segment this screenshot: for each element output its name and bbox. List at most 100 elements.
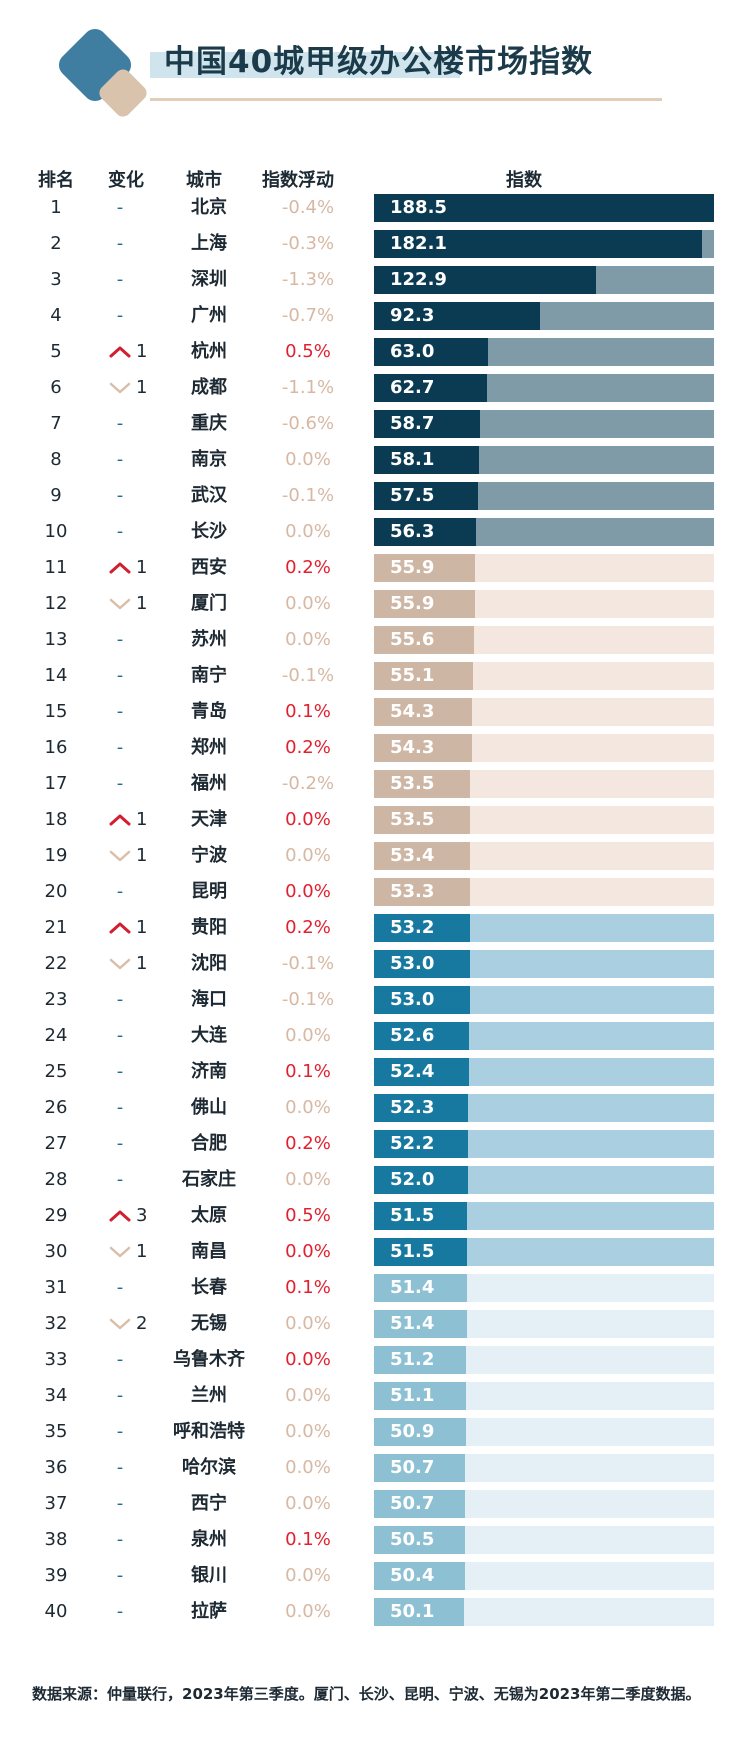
rank-number: 9 (50, 485, 62, 506)
index-float: 0.1% (285, 1529, 331, 1550)
bar (374, 662, 473, 690)
city-name: 上海 (191, 233, 227, 254)
rank-number: 1 (50, 197, 62, 218)
bar-value-label: 55.1 (390, 665, 435, 686)
bar (374, 1310, 467, 1338)
index-float: 0.0% (285, 1097, 331, 1118)
bar (374, 482, 478, 510)
index-float: 0.5% (285, 341, 331, 362)
bar-value-label: 55.9 (390, 557, 435, 578)
bar (374, 446, 479, 474)
rank-change: - (106, 1564, 166, 1588)
rank-number: 13 (44, 629, 68, 650)
index-float: 0.2% (285, 1133, 331, 1154)
city-name: 海口 (191, 989, 227, 1010)
bar-value-label: 55.9 (390, 593, 435, 614)
rank-change: - (106, 1024, 166, 1048)
bar-value-label: 50.7 (390, 1457, 435, 1478)
bar-value-label: 56.3 (390, 521, 435, 542)
index-float: -0.1% (281, 953, 335, 974)
rank-number: 6 (50, 377, 62, 398)
bar (374, 1598, 464, 1626)
bar-value-label: 53.5 (390, 809, 435, 830)
bar-value-label: 51.5 (390, 1205, 435, 1226)
bar (374, 410, 480, 438)
rank-change-value: 1 (136, 557, 148, 578)
bar-value-label: 54.3 (390, 701, 435, 722)
rank-change-dash: - (116, 1169, 124, 1190)
city-name: 石家庄 (182, 1169, 236, 1190)
rank-change-dash: - (116, 1529, 124, 1550)
city-name: 天津 (191, 809, 227, 830)
city-name: 哈尔滨 (182, 1457, 236, 1478)
bar-value-label: 188.5 (390, 197, 447, 218)
rank-change: - (106, 880, 166, 904)
city-name: 郑州 (191, 737, 227, 758)
rank-number: 22 (44, 953, 68, 974)
rank-number: 19 (44, 845, 68, 866)
bar (374, 1130, 468, 1158)
bar-value-label: 51.4 (390, 1277, 435, 1298)
city-name: 贵阳 (191, 917, 227, 938)
rank-change: - (106, 628, 166, 652)
rank-number: 3 (50, 269, 62, 290)
rank-number: 34 (44, 1385, 68, 1406)
bar (374, 1094, 468, 1122)
bar (374, 230, 702, 258)
index-float: 0.0% (285, 629, 331, 650)
index-float: 0.5% (285, 1205, 331, 1226)
bar (374, 518, 476, 546)
rank-change-dash: - (116, 1565, 124, 1586)
city-name: 重庆 (191, 413, 227, 434)
rank-change: - (106, 772, 166, 796)
rank-change-dash: - (116, 521, 124, 542)
city-name: 大连 (191, 1025, 227, 1046)
rank-change: 2 (106, 1312, 166, 1336)
city-name: 西安 (191, 557, 227, 578)
index-float: 0.0% (285, 1493, 331, 1514)
header-city: 城市 (186, 170, 222, 191)
rank-change-value: 1 (136, 341, 148, 362)
rank-change-value: 2 (136, 1313, 148, 1334)
city-name: 杭州 (191, 341, 227, 362)
bar (374, 770, 470, 798)
rank-change-dash: - (116, 1601, 124, 1622)
bar (374, 1526, 465, 1554)
bar-value-label: 57.5 (390, 485, 435, 506)
rank-change: 1 (106, 556, 166, 580)
bar (374, 1022, 469, 1050)
bar-value-label: 55.6 (390, 629, 435, 650)
index-float: 0.0% (285, 1349, 331, 1370)
city-name: 厦门 (191, 593, 227, 614)
city-name: 合肥 (191, 1133, 227, 1154)
city-name: 青岛 (191, 701, 227, 722)
bar (374, 590, 475, 618)
city-name: 西宁 (191, 1493, 227, 1514)
index-float: -1.1% (281, 377, 335, 398)
index-float: 0.0% (285, 1385, 331, 1406)
rank-change: - (106, 412, 166, 436)
rank-number: 2 (50, 233, 62, 254)
index-float: 0.0% (285, 1241, 331, 1262)
rank-change-dash: - (116, 269, 124, 290)
rank-change-dash: - (116, 1133, 124, 1154)
arrow-down-icon (106, 376, 134, 400)
bar (374, 950, 470, 978)
bar-value-label: 182.1 (390, 233, 447, 254)
page-title: 中国40城甲级办公楼市场指数 (164, 44, 594, 80)
rank-number: 15 (44, 701, 68, 722)
rank-number: 26 (44, 1097, 68, 1118)
city-name: 武汉 (191, 485, 227, 506)
city-name: 南宁 (191, 665, 227, 686)
footnote: 数据来源：仲量联行，2023年第三季度。厦门、长沙、昆明、宁波、无锡为2023年… (32, 1685, 701, 1703)
rank-change: 1 (106, 916, 166, 940)
rank-change: - (106, 1132, 166, 1156)
city-name: 济南 (191, 1061, 227, 1082)
rank-number: 7 (50, 413, 62, 434)
city-name: 北京 (191, 197, 227, 218)
bar-value-label: 53.2 (390, 917, 435, 938)
bar-value-label: 92.3 (390, 305, 435, 326)
rank-change-dash: - (116, 1349, 124, 1370)
rank-change: 1 (106, 808, 166, 832)
